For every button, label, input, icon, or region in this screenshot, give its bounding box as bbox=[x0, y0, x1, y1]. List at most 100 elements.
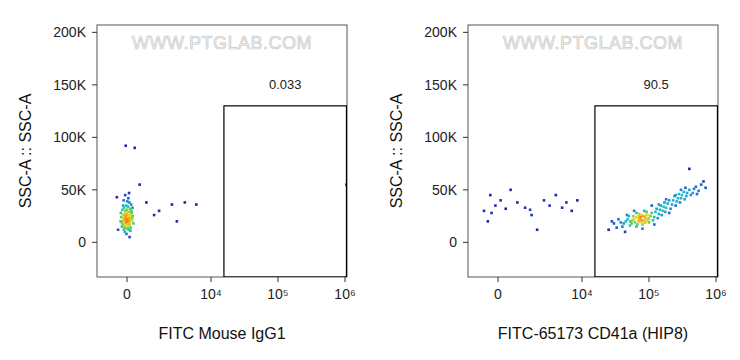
event-point bbox=[529, 209, 532, 212]
event-point bbox=[570, 210, 573, 213]
event-point bbox=[125, 220, 128, 223]
y-tick bbox=[463, 137, 468, 138]
event-point bbox=[129, 226, 132, 229]
event-point bbox=[133, 147, 136, 150]
event-point bbox=[688, 168, 691, 171]
event-point bbox=[634, 221, 637, 224]
plot-frame bbox=[468, 25, 718, 277]
y-tick bbox=[92, 242, 97, 243]
event-point bbox=[127, 197, 130, 200]
event-point bbox=[641, 227, 644, 230]
event-point bbox=[626, 218, 629, 221]
event-point bbox=[153, 214, 156, 217]
panel: WWW.PTGLAB.COM050K100K150K200K010⁴10⁵10⁶… bbox=[388, 24, 727, 342]
x-tick-label: 10⁴ bbox=[200, 286, 222, 302]
event-point bbox=[624, 231, 627, 234]
event-point bbox=[494, 204, 497, 207]
event-point bbox=[680, 189, 683, 192]
event-point bbox=[660, 214, 663, 217]
event-point bbox=[128, 192, 131, 195]
y-tick-label: 200K bbox=[53, 24, 86, 40]
event-point bbox=[653, 216, 656, 219]
y-tick-label: 0 bbox=[78, 234, 86, 250]
event-point bbox=[664, 211, 667, 214]
event-point bbox=[657, 213, 660, 216]
y-tick bbox=[463, 32, 468, 33]
y-tick-label: 100K bbox=[53, 129, 86, 145]
event-point bbox=[555, 194, 558, 197]
gate-percent: 90.5 bbox=[644, 77, 669, 92]
x-tick bbox=[211, 277, 212, 282]
event-point bbox=[652, 219, 655, 222]
plot-frame bbox=[97, 25, 347, 277]
event-point bbox=[543, 199, 546, 202]
y-tick-label: 200K bbox=[424, 24, 457, 40]
event-point bbox=[504, 207, 507, 210]
gate bbox=[224, 106, 347, 277]
event-point bbox=[561, 206, 564, 209]
event-point bbox=[650, 204, 653, 207]
event-point bbox=[676, 200, 679, 203]
gate bbox=[595, 106, 718, 277]
x-tick-label: 10⁶ bbox=[705, 286, 726, 302]
event-point bbox=[524, 206, 527, 209]
event-point bbox=[669, 207, 672, 210]
event-point bbox=[171, 203, 174, 206]
event-point bbox=[674, 204, 677, 207]
y-tick bbox=[92, 189, 97, 190]
event-point bbox=[124, 215, 127, 218]
event-point bbox=[679, 201, 682, 204]
event-point bbox=[685, 195, 688, 198]
y-tick bbox=[92, 32, 97, 33]
x-tick-label: 0 bbox=[494, 286, 502, 302]
event-point bbox=[645, 211, 648, 214]
data-group bbox=[483, 106, 718, 277]
background bbox=[0, 0, 740, 360]
watermark: WWW.PTGLAB.COM bbox=[503, 33, 683, 53]
event-point bbox=[661, 210, 664, 213]
event-point bbox=[666, 202, 669, 205]
x-tick bbox=[716, 277, 717, 282]
event-point bbox=[628, 215, 631, 218]
event-point bbox=[621, 225, 624, 228]
x-tick bbox=[498, 277, 499, 282]
event-point bbox=[122, 199, 125, 202]
event-point bbox=[132, 222, 135, 225]
event-point bbox=[176, 220, 179, 223]
x-tick-label: 10⁶ bbox=[334, 286, 355, 302]
y-tick-label: 100K bbox=[424, 129, 457, 145]
y-tick bbox=[463, 84, 468, 85]
y-tick-label: 150K bbox=[53, 77, 86, 93]
y-tick bbox=[92, 137, 97, 138]
event-point bbox=[653, 223, 656, 226]
event-point bbox=[536, 228, 539, 231]
x-tick bbox=[277, 277, 278, 282]
y-tick-label: 50K bbox=[432, 182, 458, 198]
event-point bbox=[656, 217, 659, 220]
event-point bbox=[576, 199, 579, 202]
event-point bbox=[548, 204, 551, 207]
x-tick-label: 0 bbox=[123, 286, 131, 302]
event-point bbox=[663, 201, 666, 204]
event-point bbox=[680, 197, 683, 200]
event-point bbox=[639, 216, 642, 219]
panel: WWW.PTGLAB.COM050K100K150K200K010⁴10⁵10⁶… bbox=[17, 24, 356, 342]
x-tick bbox=[582, 277, 583, 282]
event-point bbox=[704, 186, 707, 189]
event-point bbox=[655, 207, 658, 210]
event-point bbox=[688, 189, 691, 192]
event-point bbox=[686, 192, 689, 195]
event-point bbox=[632, 215, 635, 218]
event-point bbox=[615, 226, 618, 229]
event-point bbox=[702, 180, 705, 183]
event-point bbox=[128, 236, 131, 239]
event-point bbox=[620, 221, 623, 224]
event-point bbox=[490, 212, 493, 215]
event-point bbox=[607, 228, 610, 231]
event-point bbox=[659, 204, 662, 207]
event-point bbox=[516, 201, 519, 204]
event-point bbox=[643, 219, 646, 222]
event-point bbox=[696, 193, 699, 196]
event-point bbox=[654, 211, 657, 214]
event-point bbox=[659, 209, 662, 212]
